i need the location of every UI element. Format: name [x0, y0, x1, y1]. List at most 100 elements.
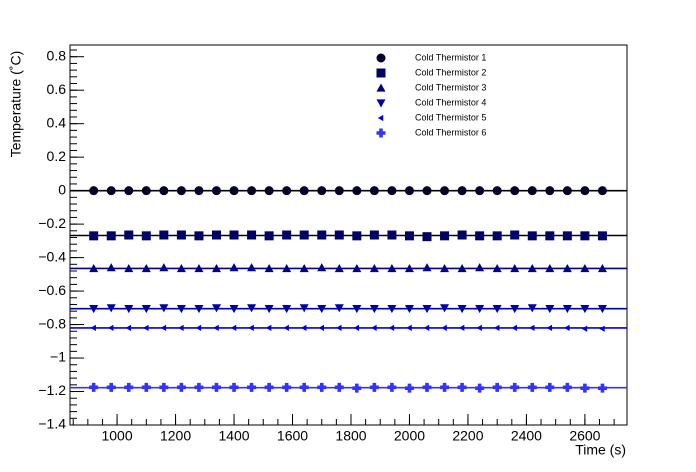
- point: [90, 324, 96, 332]
- point: [494, 324, 500, 332]
- point: [282, 186, 292, 196]
- point: [141, 382, 151, 392]
- legend-label: Cold Thermistor 6: [415, 127, 486, 137]
- point: [422, 382, 432, 392]
- point: [176, 263, 186, 273]
- point: [317, 186, 327, 196]
- x-tick-label: 1200: [160, 428, 191, 444]
- point: [529, 324, 535, 332]
- point: [527, 231, 537, 241]
- point: [282, 305, 292, 314]
- point: [211, 263, 221, 273]
- x-tick-label: 1000: [101, 428, 132, 444]
- point: [264, 305, 274, 314]
- point: [475, 383, 485, 393]
- point: [527, 263, 537, 273]
- point: [334, 382, 344, 392]
- point: [527, 186, 537, 196]
- point: [159, 263, 169, 272]
- point: [562, 231, 572, 241]
- point: [264, 382, 274, 392]
- point: [159, 230, 169, 240]
- point: [213, 324, 219, 332]
- point: [334, 186, 344, 196]
- point: [352, 186, 362, 196]
- point: [301, 324, 307, 332]
- point: [194, 186, 204, 196]
- point: [106, 186, 116, 196]
- point: [492, 382, 502, 392]
- point: [264, 186, 274, 196]
- point: [334, 304, 344, 313]
- point: [176, 305, 186, 314]
- point: [141, 263, 151, 273]
- point: [597, 383, 607, 393]
- point: [124, 186, 134, 196]
- point: [229, 186, 239, 196]
- point: [141, 231, 151, 241]
- point: [510, 230, 520, 240]
- point: [545, 186, 555, 196]
- point: [89, 305, 99, 314]
- point: [211, 304, 221, 313]
- point: [475, 231, 485, 241]
- point: [264, 231, 274, 241]
- point: [108, 324, 114, 332]
- y-tick-label: −0.4: [38, 248, 66, 264]
- point: [458, 324, 465, 332]
- point: [195, 324, 202, 332]
- x-tick-label: 2400: [511, 428, 542, 444]
- point: [422, 186, 432, 196]
- point: [282, 263, 292, 273]
- point: [211, 186, 221, 196]
- point: [562, 263, 572, 273]
- point: [124, 230, 134, 240]
- point: [194, 263, 204, 273]
- point: [229, 382, 239, 392]
- y-tick-label: −1.2: [38, 382, 66, 398]
- point: [89, 263, 99, 273]
- point: [492, 305, 502, 314]
- legend-marker: [376, 83, 386, 92]
- point: [369, 230, 379, 240]
- point: [334, 230, 344, 240]
- point: [457, 382, 467, 392]
- point: [125, 324, 132, 332]
- point: [159, 186, 169, 196]
- legend-marker: [377, 114, 384, 122]
- point: [597, 186, 607, 196]
- y-tick-label: 0.2: [47, 148, 67, 164]
- point: [247, 230, 257, 240]
- point: [247, 304, 257, 313]
- legend-label: Cold Thermistor 5: [415, 112, 486, 122]
- point: [492, 231, 502, 241]
- point: [581, 325, 588, 332]
- point: [317, 263, 327, 272]
- point: [475, 263, 485, 272]
- point: [247, 186, 257, 196]
- point: [406, 324, 412, 332]
- point: [369, 186, 379, 196]
- point: [599, 325, 605, 332]
- point: [352, 231, 362, 241]
- point: [229, 230, 239, 240]
- x-tick-label: 1400: [218, 428, 249, 444]
- point: [510, 382, 520, 392]
- point: [492, 263, 502, 273]
- point: [440, 231, 450, 241]
- point: [404, 231, 414, 241]
- point: [457, 305, 467, 314]
- point: [141, 305, 151, 314]
- point: [159, 382, 169, 392]
- x-tick-label: 2000: [394, 428, 425, 444]
- legend-label: Cold Thermistor 4: [415, 97, 486, 107]
- point: [143, 324, 149, 332]
- point: [457, 186, 467, 196]
- point: [564, 324, 570, 332]
- point: [545, 231, 555, 241]
- point: [371, 324, 377, 332]
- point: [160, 324, 167, 332]
- point: [422, 263, 432, 272]
- point: [282, 382, 292, 392]
- point: [353, 324, 360, 332]
